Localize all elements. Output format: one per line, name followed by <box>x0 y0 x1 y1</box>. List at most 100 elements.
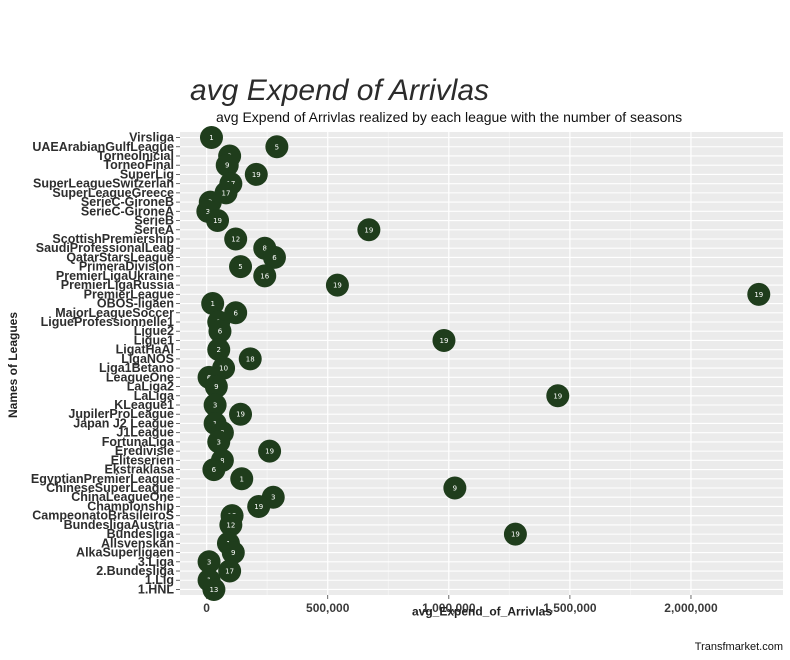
data-label: 1 <box>209 134 213 142</box>
y-tick-label: LigatHaAl <box>116 343 174 357</box>
data-label: 19 <box>252 171 261 179</box>
data-label: 6 <box>233 309 238 317</box>
data-point <box>219 513 243 537</box>
data-label: 17 <box>225 568 234 576</box>
chart-subtitle: avg Expend of Arrivlas realized by each … <box>216 109 682 125</box>
data-point <box>244 162 268 186</box>
data-label: 3 <box>213 402 217 410</box>
data-label: 6 <box>218 328 223 336</box>
data-point <box>247 494 271 518</box>
y-tick-label: 1.Lig <box>145 573 174 587</box>
data-point <box>747 282 771 306</box>
x-tick-label: 2,000,000 <box>664 601 718 615</box>
y-tick-label: LigaNOS <box>121 352 174 366</box>
data-label: 9 <box>453 485 457 493</box>
data-label: 5 <box>238 263 242 271</box>
y-tick-label: Ligue2 <box>134 324 174 338</box>
data-point <box>221 541 245 565</box>
data-label: 19 <box>553 392 562 400</box>
y-tick-label: ChinaLeagueOne <box>71 490 174 504</box>
y-tick-label: Allsvenskan <box>101 536 174 550</box>
y-tick-label: PrimeraDivision <box>79 260 174 274</box>
y-tick-label: Ligue1 <box>134 333 174 347</box>
y-tick-label: BundesligaAustria <box>64 518 175 532</box>
data-label: 3 <box>207 558 211 566</box>
y-tick-label: KLeague1 <box>114 398 174 412</box>
y-tick-label: 1.HNL <box>138 582 174 596</box>
data-label: 10 <box>219 365 228 373</box>
y-tick-label: JupilerProLeague <box>68 407 174 421</box>
data-point <box>197 550 221 574</box>
data-point <box>201 292 225 316</box>
data-point <box>207 338 231 362</box>
data-point <box>204 375 228 399</box>
data-point <box>258 439 282 463</box>
y-tick-label: TorneoFinal <box>103 158 174 172</box>
data-point <box>218 559 242 583</box>
y-tick-label: SerieA <box>134 223 174 237</box>
y-tick-label: TorneoInicial <box>97 149 174 163</box>
data-point <box>262 245 286 269</box>
data-label: 2 <box>217 346 221 354</box>
data-label: 9 <box>214 383 218 391</box>
y-tick-label: UAEArabianGulfLeague <box>32 140 174 154</box>
data-point <box>224 301 248 325</box>
data-point <box>215 153 239 177</box>
x-axis-label: avg_Expend_of_Arrivlas <box>412 605 552 619</box>
y-tick-label: J1League <box>116 426 174 440</box>
caption: Transfmarket.com <box>695 641 783 653</box>
data-point <box>208 319 232 343</box>
y-tick-label: LeagueOne <box>106 370 174 384</box>
x-axis-ticks: 0 500,000 1,000,000 1,500,000 2,000,000 <box>203 595 718 615</box>
y-tick-label: Eliteserien <box>111 453 174 467</box>
y-tick-label: Japan J2 League <box>73 416 174 430</box>
data-label: 13 <box>209 586 218 594</box>
y-tick-label: FortunaLiga <box>102 435 175 449</box>
y-tick-label: CampeonatoBrasileiroS <box>32 509 174 523</box>
x-tick-label: 0 <box>203 601 210 615</box>
data-point <box>325 273 349 297</box>
data-label: 5 <box>275 143 279 151</box>
y-tick-label: SerieC-GironeA <box>81 204 174 218</box>
y-tick-label: EgyptianPremierLeague <box>31 472 174 486</box>
y-tick-label: SaudiProfessionalLeag <box>36 241 174 255</box>
y-axis-label: Names of Leagues <box>6 312 20 418</box>
chart-title: avg Expend of Arrivlas <box>190 74 489 107</box>
data-point <box>443 476 467 500</box>
y-tick-label: ChineseSuperLeague <box>46 481 174 495</box>
data-label: 12 <box>231 235 240 243</box>
data-label: 3 <box>217 438 221 446</box>
y-tick-label: ScottishPremiership <box>52 232 174 246</box>
data-point <box>253 264 277 288</box>
data-label: 19 <box>754 291 763 299</box>
y-tick-label: LigueProfessionnelle1 <box>41 315 174 329</box>
data-label: 1 <box>240 475 244 483</box>
data-point <box>207 430 231 454</box>
data-point <box>238 347 262 371</box>
x-tick-label: 500,000 <box>306 601 350 615</box>
y-tick-label: Ekstraklasa <box>104 463 175 477</box>
data-label: 3 <box>271 494 275 502</box>
data-label: 3 <box>206 208 210 216</box>
data-label: 18 <box>246 355 255 363</box>
y-tick-label: Eredivisie <box>115 444 174 458</box>
y-tick-label: QatarStarsLeague <box>66 250 174 264</box>
y-tick-label: SerieB <box>134 214 174 228</box>
data-point <box>203 393 227 417</box>
data-point <box>503 522 527 546</box>
data-label: 16 <box>260 272 269 280</box>
data-point <box>229 402 253 426</box>
data-label: 19 <box>333 282 342 290</box>
data-point <box>546 384 570 408</box>
data-label: 19 <box>364 226 373 234</box>
data-label: 19 <box>236 411 245 419</box>
y-tick-label: Championship <box>87 499 174 513</box>
data-label: 6 <box>212 466 217 474</box>
plot-panel <box>180 132 783 595</box>
y-tick-label: PremierLigaRussia <box>61 278 175 292</box>
data-point <box>199 126 223 150</box>
data-label: 19 <box>511 531 520 539</box>
y-tick-label: PremierLeague <box>84 287 174 301</box>
data-point <box>224 227 248 251</box>
x-tick-label: 1,000,000 <box>422 601 476 615</box>
